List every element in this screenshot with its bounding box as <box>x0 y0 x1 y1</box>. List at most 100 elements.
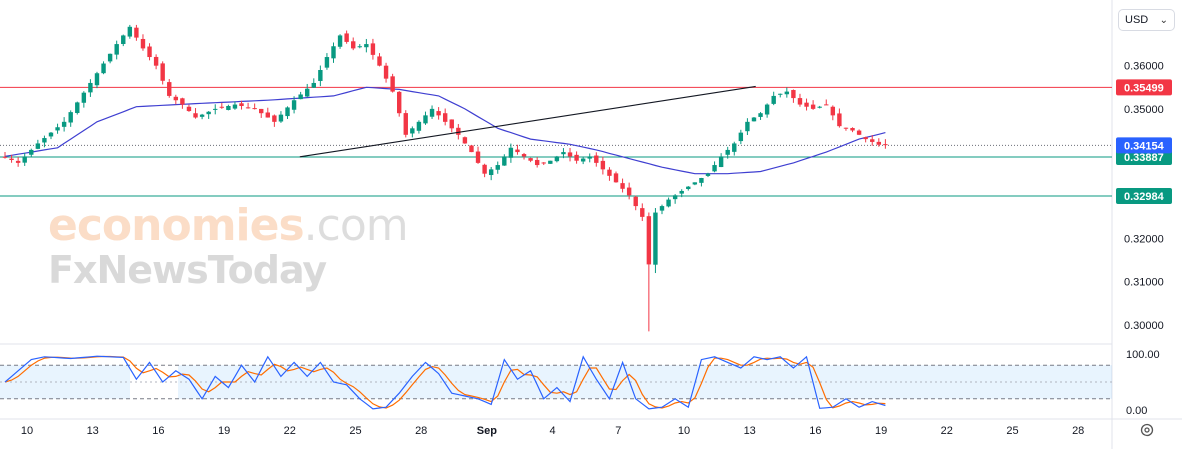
candle-body <box>850 128 855 131</box>
trendline-layer <box>299 85 756 158</box>
candle-body <box>587 156 592 159</box>
candle-body <box>824 104 829 106</box>
candle-body <box>626 187 632 196</box>
candle-body <box>764 104 770 115</box>
candle-body <box>272 115 277 122</box>
candle-body <box>534 159 540 166</box>
candle-body <box>81 92 87 103</box>
time-tick-label: 19 <box>218 425 230 437</box>
candle-body <box>370 43 376 55</box>
stochastic-d-line <box>4 355 886 409</box>
candle-body <box>640 208 645 217</box>
candle-body <box>252 108 257 110</box>
candle-body <box>705 173 711 176</box>
time-tick-label: 4 <box>550 425 556 437</box>
time-tick-label: 28 <box>1072 425 1084 437</box>
candle-body <box>791 90 796 99</box>
candle-body <box>830 106 836 116</box>
moving-average-layer <box>4 86 886 175</box>
candle-body <box>193 113 198 118</box>
price-tag-0.32984 <box>1116 187 1172 204</box>
settings-button[interactable] <box>1137 420 1157 440</box>
candle-body <box>515 149 520 153</box>
candle-body <box>61 121 67 127</box>
time-tick-label: 10 <box>21 425 33 437</box>
candle-body <box>528 158 533 161</box>
candle-body <box>291 100 297 110</box>
time-tick-label: Sep <box>477 425 497 437</box>
candle-body <box>475 151 481 163</box>
candle-body <box>784 91 790 95</box>
price-tag-0.34154 <box>1116 137 1172 154</box>
candle-body <box>199 114 205 117</box>
candle-body <box>298 94 303 100</box>
candle-body <box>147 46 152 58</box>
time-tick-label: 28 <box>415 425 427 437</box>
candle-body <box>186 106 192 112</box>
candle-body <box>659 206 665 211</box>
candle-body <box>140 38 146 49</box>
candle-body <box>344 33 349 42</box>
price-tag-label: 0.35499 <box>1124 82 1164 94</box>
candle-body <box>502 156 507 166</box>
candle-body <box>863 137 868 140</box>
candle-body <box>751 117 757 122</box>
price-tag-label: 0.32984 <box>1124 191 1165 203</box>
time-tick-label: 25 <box>349 425 361 437</box>
candle-body <box>666 199 671 207</box>
time-tick-label: 22 <box>284 425 296 437</box>
candle-body <box>613 173 619 183</box>
candle-body <box>758 113 763 117</box>
candle-body <box>15 160 21 163</box>
candle-body <box>265 112 270 118</box>
candle-body <box>567 152 573 157</box>
candle-body <box>180 98 185 105</box>
candle-body <box>732 143 737 152</box>
candle-body <box>456 127 461 135</box>
candle-body <box>692 182 698 185</box>
candles-layer <box>2 24 888 332</box>
time-tick-label: 16 <box>152 425 164 437</box>
candle-body <box>42 138 47 143</box>
candle-body <box>620 183 625 189</box>
currency-label: USD <box>1125 14 1149 26</box>
candle-body <box>679 190 684 194</box>
candle-body <box>856 130 862 135</box>
candle-body <box>771 95 776 104</box>
candle-body <box>672 195 678 200</box>
candle-body <box>127 26 133 37</box>
time-tick-label: 22 <box>941 425 953 437</box>
candle-body <box>876 141 882 145</box>
candle-body <box>101 63 106 74</box>
candle-body <box>725 149 730 155</box>
candle-body <box>390 76 395 92</box>
oscillator-tick-label: 100.00 <box>1126 349 1160 361</box>
time-tick-label: 25 <box>1006 425 1018 437</box>
candle-body <box>843 127 849 129</box>
stochastic-oscillator-panel <box>0 355 1112 410</box>
candle-body <box>416 121 422 131</box>
candle-body <box>804 102 809 107</box>
candle-body <box>738 132 744 142</box>
time-tick-label: 13 <box>744 425 756 437</box>
candle-body <box>508 147 514 158</box>
oscillator-tick-label: 0.00 <box>1126 405 1147 417</box>
time-tick-label: 7 <box>615 425 621 437</box>
candle-body <box>48 132 54 137</box>
candle-body <box>436 111 441 116</box>
candle-body <box>397 91 402 114</box>
stochastic-k-line <box>4 355 886 410</box>
gear-icon <box>1140 423 1154 437</box>
candle-body <box>594 155 599 163</box>
candle-body <box>462 137 468 144</box>
candle-body <box>870 139 875 142</box>
currency-selector[interactable]: USD ⌄ <box>1118 9 1175 31</box>
candle-body <box>9 158 14 160</box>
candle-body <box>377 56 382 66</box>
candle-body <box>554 156 560 162</box>
moving-average-line <box>4 86 886 175</box>
candle-body <box>797 98 803 105</box>
